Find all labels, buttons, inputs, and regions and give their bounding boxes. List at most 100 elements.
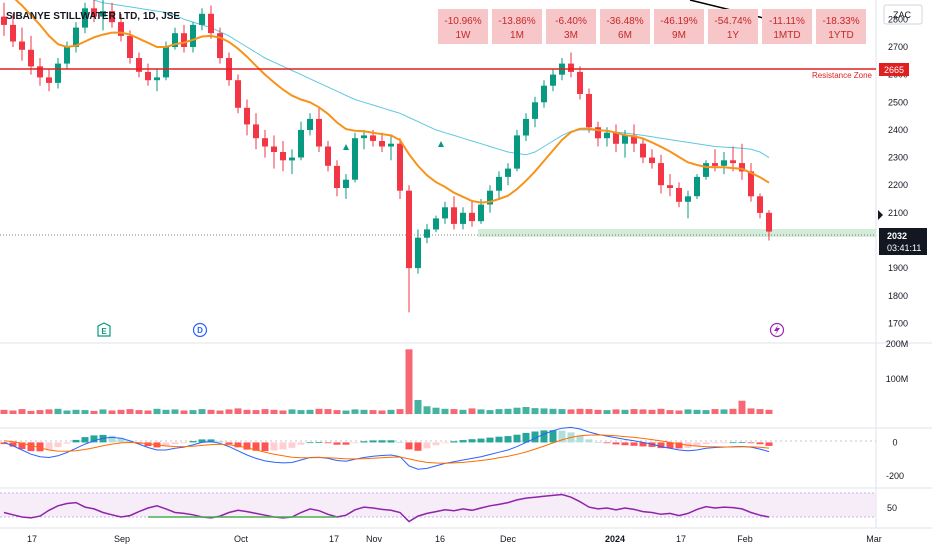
candle[interactable] [343, 174, 349, 199]
candle[interactable] [217, 27, 223, 64]
performance-period: 3M [564, 30, 578, 41]
candle[interactable] [703, 160, 709, 180]
candle[interactable] [721, 152, 727, 175]
candle-body [640, 143, 646, 158]
candle[interactable] [109, 2, 115, 28]
performance-cell[interactable]: -18.33% 1YTD [816, 9, 866, 44]
candle[interactable] [262, 129, 268, 158]
candle[interactable] [586, 88, 592, 133]
candle[interactable] [676, 182, 682, 208]
candle[interactable] [496, 171, 502, 199]
candle[interactable] [766, 210, 772, 241]
candle[interactable] [595, 121, 601, 147]
candle[interactable] [568, 52, 574, 78]
candle[interactable] [10, 13, 16, 47]
currency-button[interactable] [883, 4, 923, 25]
candle[interactable] [334, 160, 340, 197]
split-event-marker[interactable] [769, 322, 785, 338]
candle[interactable] [433, 215, 439, 233]
performance-cell[interactable]: -10.96% 1W [438, 9, 488, 44]
candle[interactable] [127, 30, 133, 64]
candle[interactable] [649, 149, 655, 169]
candle[interactable] [460, 207, 466, 230]
candle[interactable] [532, 96, 538, 128]
candle[interactable] [748, 163, 754, 202]
candle[interactable] [613, 124, 619, 152]
candle[interactable] [19, 27, 25, 61]
candle[interactable] [658, 154, 664, 194]
candle[interactable] [298, 121, 304, 161]
candle[interactable] [181, 24, 187, 53]
performance-cell[interactable]: -11.11% 1MTD [762, 9, 812, 44]
candle[interactable] [739, 143, 745, 180]
candle[interactable] [55, 58, 61, 89]
candle[interactable] [199, 8, 205, 31]
candle[interactable] [28, 35, 34, 75]
candle[interactable] [316, 107, 322, 152]
candle[interactable] [154, 69, 160, 92]
candle[interactable] [406, 185, 412, 313]
dividend-marker[interactable]: D [192, 322, 208, 338]
candle[interactable] [361, 129, 367, 150]
candle[interactable] [82, 2, 88, 34]
candle[interactable] [505, 163, 511, 186]
candle[interactable] [253, 113, 259, 150]
candle[interactable] [208, 5, 214, 39]
candle[interactable] [325, 141, 331, 172]
signal-up-marker [438, 141, 444, 147]
candle[interactable] [136, 52, 142, 78]
candle[interactable] [280, 141, 286, 172]
candle[interactable] [631, 124, 637, 152]
candle[interactable] [190, 22, 196, 53]
candle-body [478, 204, 484, 222]
candle[interactable] [289, 149, 295, 175]
candle[interactable] [118, 13, 124, 42]
time-axis[interactable]: 17 Sep Oct 17 Nov 16 Dec 2024 17 Feb Mar [27, 534, 882, 544]
candle[interactable] [379, 132, 385, 152]
candle[interactable] [694, 174, 700, 199]
performance-cell[interactable]: -46.19% 9M [654, 9, 704, 44]
candle[interactable] [757, 193, 763, 219]
candle[interactable] [1, 2, 7, 36]
candle[interactable] [73, 22, 79, 53]
candle[interactable] [541, 80, 547, 108]
candle[interactable] [100, 0, 106, 31]
candle[interactable] [415, 229, 421, 274]
candle[interactable] [667, 174, 673, 197]
candle[interactable] [640, 138, 646, 164]
performance-cell[interactable]: -13.86% 1M [492, 9, 542, 44]
candle[interactable] [451, 196, 457, 230]
candle[interactable] [397, 138, 403, 199]
candle[interactable] [244, 99, 250, 136]
performance-cell[interactable]: -6.40% 3M [546, 9, 596, 44]
candle[interactable] [271, 135, 277, 169]
volume-bar [351, 409, 359, 414]
candle[interactable] [352, 132, 358, 183]
volume-bar [234, 408, 242, 414]
candle[interactable] [172, 27, 178, 50]
macd-histogram-bar [396, 442, 404, 443]
candle[interactable] [37, 58, 43, 86]
candle[interactable] [487, 185, 493, 213]
candle[interactable] [91, 0, 97, 23]
candle[interactable] [46, 69, 52, 92]
earnings-marker[interactable]: E [97, 322, 111, 337]
candle[interactable] [469, 201, 475, 227]
candle[interactable] [514, 129, 520, 172]
candle[interactable] [424, 223, 430, 244]
candle[interactable] [307, 113, 313, 136]
performance-cell[interactable]: -54.74% 1Y [708, 9, 758, 44]
candle[interactable] [145, 63, 151, 86]
performance-cell-bg [600, 9, 650, 44]
candle[interactable] [685, 190, 691, 219]
candle[interactable] [235, 74, 241, 114]
performance-cell[interactable]: -36.48% 6M [600, 9, 650, 44]
candle[interactable] [550, 69, 556, 92]
candle[interactable] [577, 66, 583, 100]
macd-line [3, 426, 770, 470]
candle[interactable] [442, 201, 448, 224]
candle[interactable] [388, 135, 394, 161]
candle[interactable] [523, 113, 529, 141]
